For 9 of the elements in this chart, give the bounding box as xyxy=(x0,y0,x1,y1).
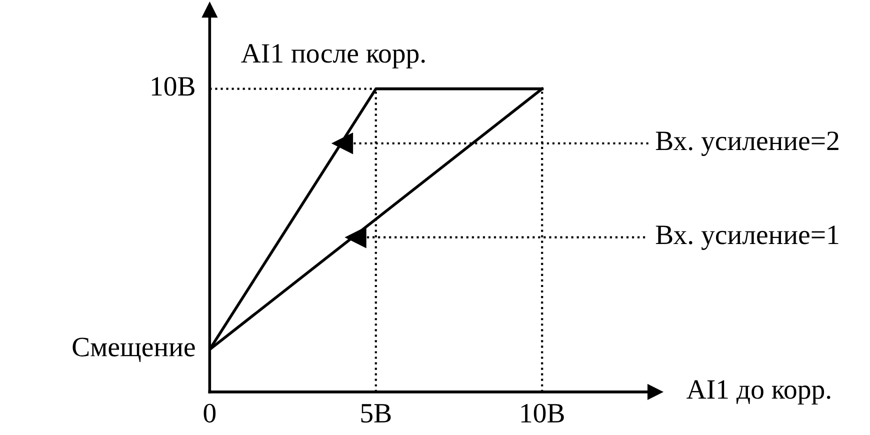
x-tick-label: 5В xyxy=(361,404,391,423)
x-tick-label: 10В xyxy=(521,404,564,423)
annotation: Смещение xyxy=(72,338,195,362)
annotation: 10В xyxy=(152,77,194,96)
annotation: Вх. усиление=1 xyxy=(656,226,838,250)
y-axis-title: AI1 после корр. xyxy=(241,44,425,68)
x-tick-label: 0 xyxy=(204,404,216,423)
x-axis-title: AI1 до корр. xyxy=(686,380,830,405)
annotation: Вх. усиление=2 xyxy=(656,132,838,156)
